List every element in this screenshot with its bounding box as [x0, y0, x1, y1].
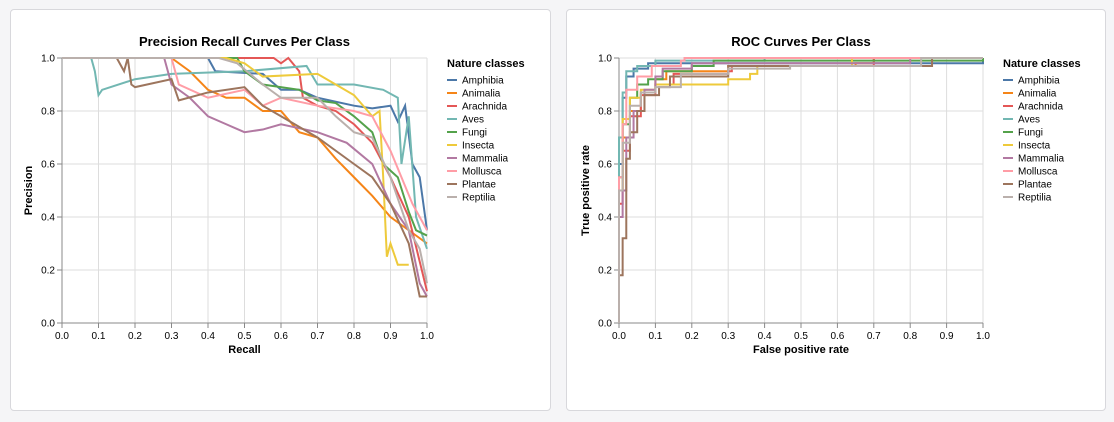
- x-tick-label: 0.5: [794, 331, 808, 342]
- legend-title: Nature classes: [1003, 58, 1081, 70]
- x-axis-title: False positive rate: [753, 344, 849, 356]
- x-tick-label: 0.9: [940, 331, 954, 342]
- y-tick-label: 0.0: [41, 319, 55, 330]
- x-tick-label: 0.3: [721, 331, 735, 342]
- y-tick-label: 0.2: [598, 266, 612, 277]
- legend-label: Plantae: [1018, 180, 1052, 191]
- x-tick-label: 0.2: [685, 331, 699, 342]
- legend-label: Amphibia: [462, 76, 504, 87]
- x-tick-label: 0.0: [55, 331, 69, 342]
- y-tick-label: 0.4: [41, 213, 55, 224]
- chart-title: ROC Curves Per Class: [731, 34, 870, 49]
- x-tick-label: 0.3: [165, 331, 179, 342]
- pr-curve-aves: [62, 57, 428, 250]
- legend-label: Mollusca: [462, 167, 502, 178]
- legend-label: Animalia: [462, 89, 501, 100]
- x-tick-label: 0.0: [612, 331, 626, 342]
- x-tick-label: 0.6: [274, 331, 288, 342]
- x-tick-label: 0.7: [867, 331, 881, 342]
- legend-label: Arachnida: [462, 102, 507, 113]
- x-tick-label: 0.2: [128, 331, 142, 342]
- legend-title: Nature classes: [447, 58, 525, 70]
- legend-label: Fungi: [1018, 128, 1043, 139]
- x-tick-label: 0.4: [201, 331, 215, 342]
- x-tick-label: 0.9: [384, 331, 398, 342]
- x-tick-label: 1.0: [976, 331, 990, 342]
- legend-label: Mammalia: [462, 154, 509, 165]
- x-tick-label: 0.1: [648, 331, 662, 342]
- pr-curve-reptilia: [62, 57, 428, 284]
- y-tick-label: 1.0: [41, 54, 55, 65]
- y-tick-label: 0.6: [41, 160, 55, 171]
- legend-label: Insecta: [1018, 141, 1051, 152]
- x-tick-label: 1.0: [420, 331, 434, 342]
- legend-label: Aves: [1018, 115, 1040, 126]
- legend-label: Amphibia: [1018, 76, 1060, 87]
- y-tick-label: 0.6: [598, 160, 612, 171]
- y-tick-label: 1.0: [598, 54, 612, 65]
- x-tick-label: 0.8: [347, 331, 361, 342]
- legend-label: Mollusca: [1018, 167, 1058, 178]
- legend-label: Arachnida: [1018, 102, 1063, 113]
- legend-label: Insecta: [462, 141, 495, 152]
- x-tick-label: 0.6: [830, 331, 844, 342]
- legend-label: Aves: [462, 115, 484, 126]
- y-axis-title: True positive rate: [580, 145, 592, 236]
- y-tick-label: 0.8: [598, 107, 612, 118]
- chart-title: Precision Recall Curves Per Class: [139, 34, 350, 49]
- legend-label: Mammalia: [1018, 154, 1065, 165]
- x-tick-label: 0.1: [92, 331, 106, 342]
- pr-curve-insecta: [62, 57, 409, 266]
- pr-curve-amphibia: [62, 57, 428, 231]
- x-tick-label: 0.5: [238, 331, 252, 342]
- legend-label: Fungi: [462, 128, 487, 139]
- legend-label: Reptilia: [462, 193, 496, 204]
- y-tick-label: 0.0: [598, 319, 612, 330]
- y-axis-title: Precision: [23, 165, 35, 215]
- x-tick-label: 0.8: [903, 331, 917, 342]
- y-tick-label: 0.2: [41, 266, 55, 277]
- x-axis-title: Recall: [228, 344, 260, 356]
- pr-curve-mammalia: [62, 57, 428, 297]
- pr-curve-mollusca: [62, 57, 428, 231]
- legend-label: Plantae: [462, 180, 496, 191]
- x-tick-label: 0.4: [758, 331, 772, 342]
- legend-label: Reptilia: [1018, 193, 1052, 204]
- roc-curve-reptilia: [618, 57, 983, 323]
- y-tick-label: 0.4: [598, 213, 612, 224]
- legend-label: Animalia: [1018, 89, 1057, 100]
- y-tick-label: 0.8: [41, 107, 55, 118]
- x-tick-label: 0.7: [311, 331, 325, 342]
